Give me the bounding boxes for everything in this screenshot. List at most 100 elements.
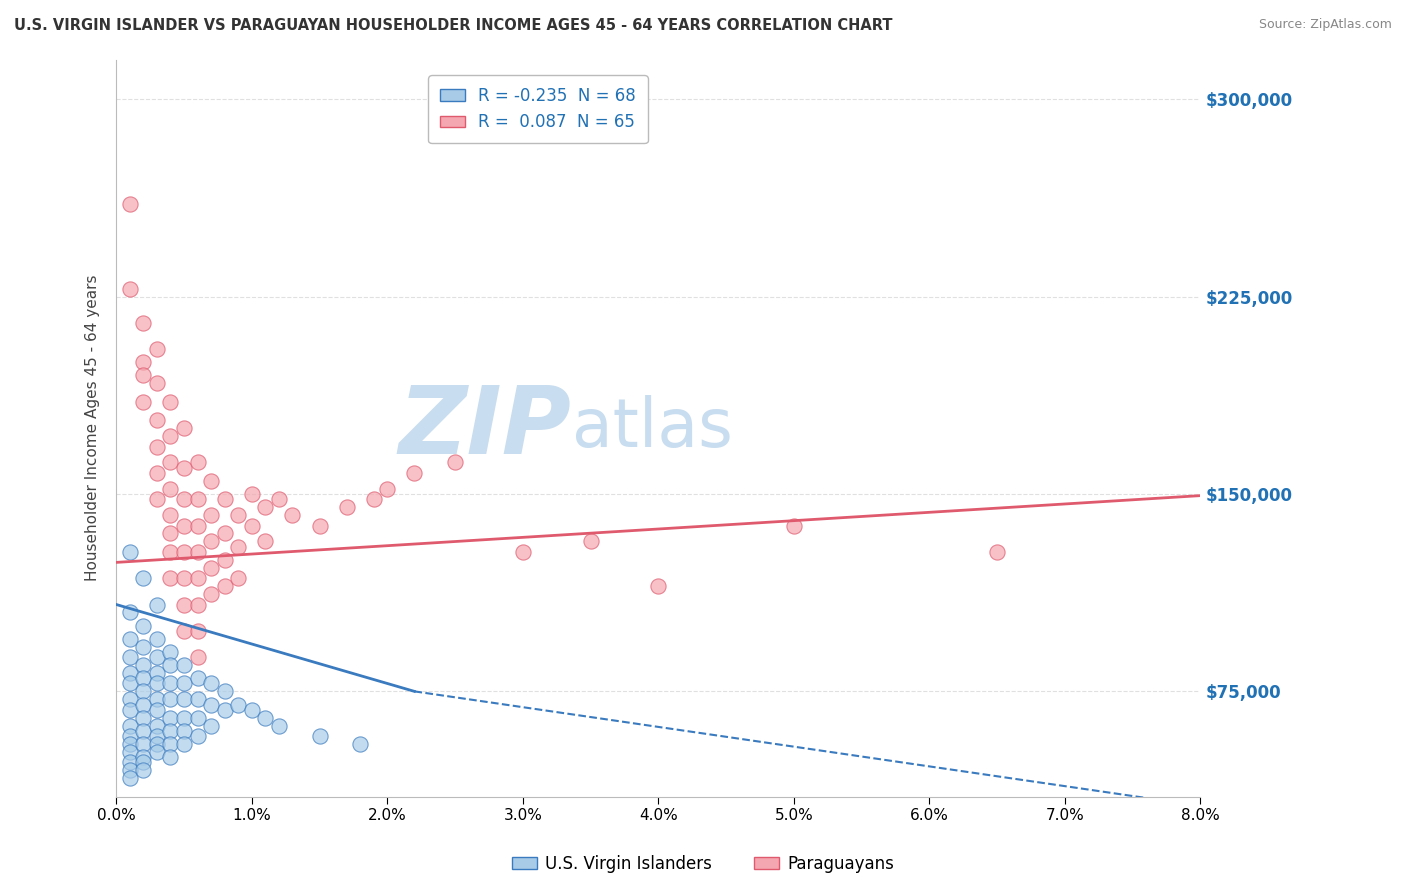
- Point: [132, 658, 155, 673]
- Point: [118, 282, 141, 296]
- Point: [187, 598, 209, 612]
- Point: [159, 692, 181, 706]
- Point: [159, 429, 181, 443]
- Point: [173, 658, 195, 673]
- Point: [336, 500, 359, 515]
- Text: Source: ZipAtlas.com: Source: ZipAtlas.com: [1258, 18, 1392, 31]
- Point: [132, 711, 155, 725]
- Point: [187, 492, 209, 507]
- Point: [173, 676, 195, 690]
- Point: [173, 421, 195, 435]
- Point: [146, 492, 169, 507]
- Point: [226, 571, 249, 585]
- Point: [146, 718, 169, 732]
- Point: [240, 518, 263, 533]
- Point: [173, 624, 195, 638]
- Point: [118, 745, 141, 759]
- Point: [363, 492, 385, 507]
- Point: [132, 618, 155, 632]
- Point: [159, 545, 181, 559]
- Point: [187, 729, 209, 743]
- Legend: U.S. Virgin Islanders, Paraguayans: U.S. Virgin Islanders, Paraguayans: [505, 848, 901, 880]
- Point: [349, 737, 371, 751]
- Point: [132, 368, 155, 383]
- Point: [187, 624, 209, 638]
- Point: [118, 703, 141, 717]
- Point: [146, 692, 169, 706]
- Point: [226, 540, 249, 554]
- Point: [187, 711, 209, 725]
- Point: [647, 579, 669, 593]
- Point: [118, 729, 141, 743]
- Point: [132, 640, 155, 654]
- Point: [132, 316, 155, 330]
- Point: [146, 676, 169, 690]
- Point: [200, 560, 222, 574]
- Point: [226, 698, 249, 712]
- Point: [146, 598, 169, 612]
- Point: [132, 756, 155, 770]
- Point: [132, 698, 155, 712]
- Point: [146, 440, 169, 454]
- Point: [267, 718, 290, 732]
- Point: [159, 723, 181, 738]
- Point: [226, 508, 249, 522]
- Point: [240, 703, 263, 717]
- Point: [159, 571, 181, 585]
- Point: [146, 729, 169, 743]
- Point: [118, 632, 141, 646]
- Point: [173, 737, 195, 751]
- Point: [118, 764, 141, 778]
- Point: [132, 750, 155, 764]
- Point: [146, 413, 169, 427]
- Point: [173, 492, 195, 507]
- Y-axis label: Householder Income Ages 45 - 64 years: Householder Income Ages 45 - 64 years: [86, 275, 100, 582]
- Point: [146, 665, 169, 680]
- Point: [132, 571, 155, 585]
- Point: [254, 500, 277, 515]
- Point: [173, 571, 195, 585]
- Point: [118, 650, 141, 665]
- Point: [200, 534, 222, 549]
- Point: [240, 487, 263, 501]
- Point: [132, 394, 155, 409]
- Point: [118, 665, 141, 680]
- Point: [146, 632, 169, 646]
- Point: [159, 482, 181, 496]
- Point: [173, 711, 195, 725]
- Point: [159, 645, 181, 659]
- Point: [118, 606, 141, 620]
- Point: [132, 355, 155, 369]
- Point: [146, 342, 169, 356]
- Point: [118, 771, 141, 785]
- Point: [159, 658, 181, 673]
- Point: [132, 671, 155, 685]
- Point: [281, 508, 304, 522]
- Point: [118, 756, 141, 770]
- Point: [214, 684, 236, 698]
- Point: [132, 737, 155, 751]
- Point: [579, 534, 602, 549]
- Point: [444, 455, 467, 469]
- Point: [187, 455, 209, 469]
- Point: [132, 723, 155, 738]
- Point: [173, 723, 195, 738]
- Point: [159, 737, 181, 751]
- Point: [200, 587, 222, 601]
- Point: [214, 526, 236, 541]
- Point: [118, 737, 141, 751]
- Point: [308, 729, 330, 743]
- Point: [132, 764, 155, 778]
- Point: [200, 676, 222, 690]
- Point: [404, 466, 426, 480]
- Point: [187, 671, 209, 685]
- Point: [159, 394, 181, 409]
- Point: [159, 750, 181, 764]
- Text: ZIP: ZIP: [399, 382, 572, 475]
- Point: [512, 545, 534, 559]
- Text: atlas: atlas: [572, 395, 733, 461]
- Point: [118, 676, 141, 690]
- Point: [214, 579, 236, 593]
- Point: [146, 745, 169, 759]
- Point: [159, 508, 181, 522]
